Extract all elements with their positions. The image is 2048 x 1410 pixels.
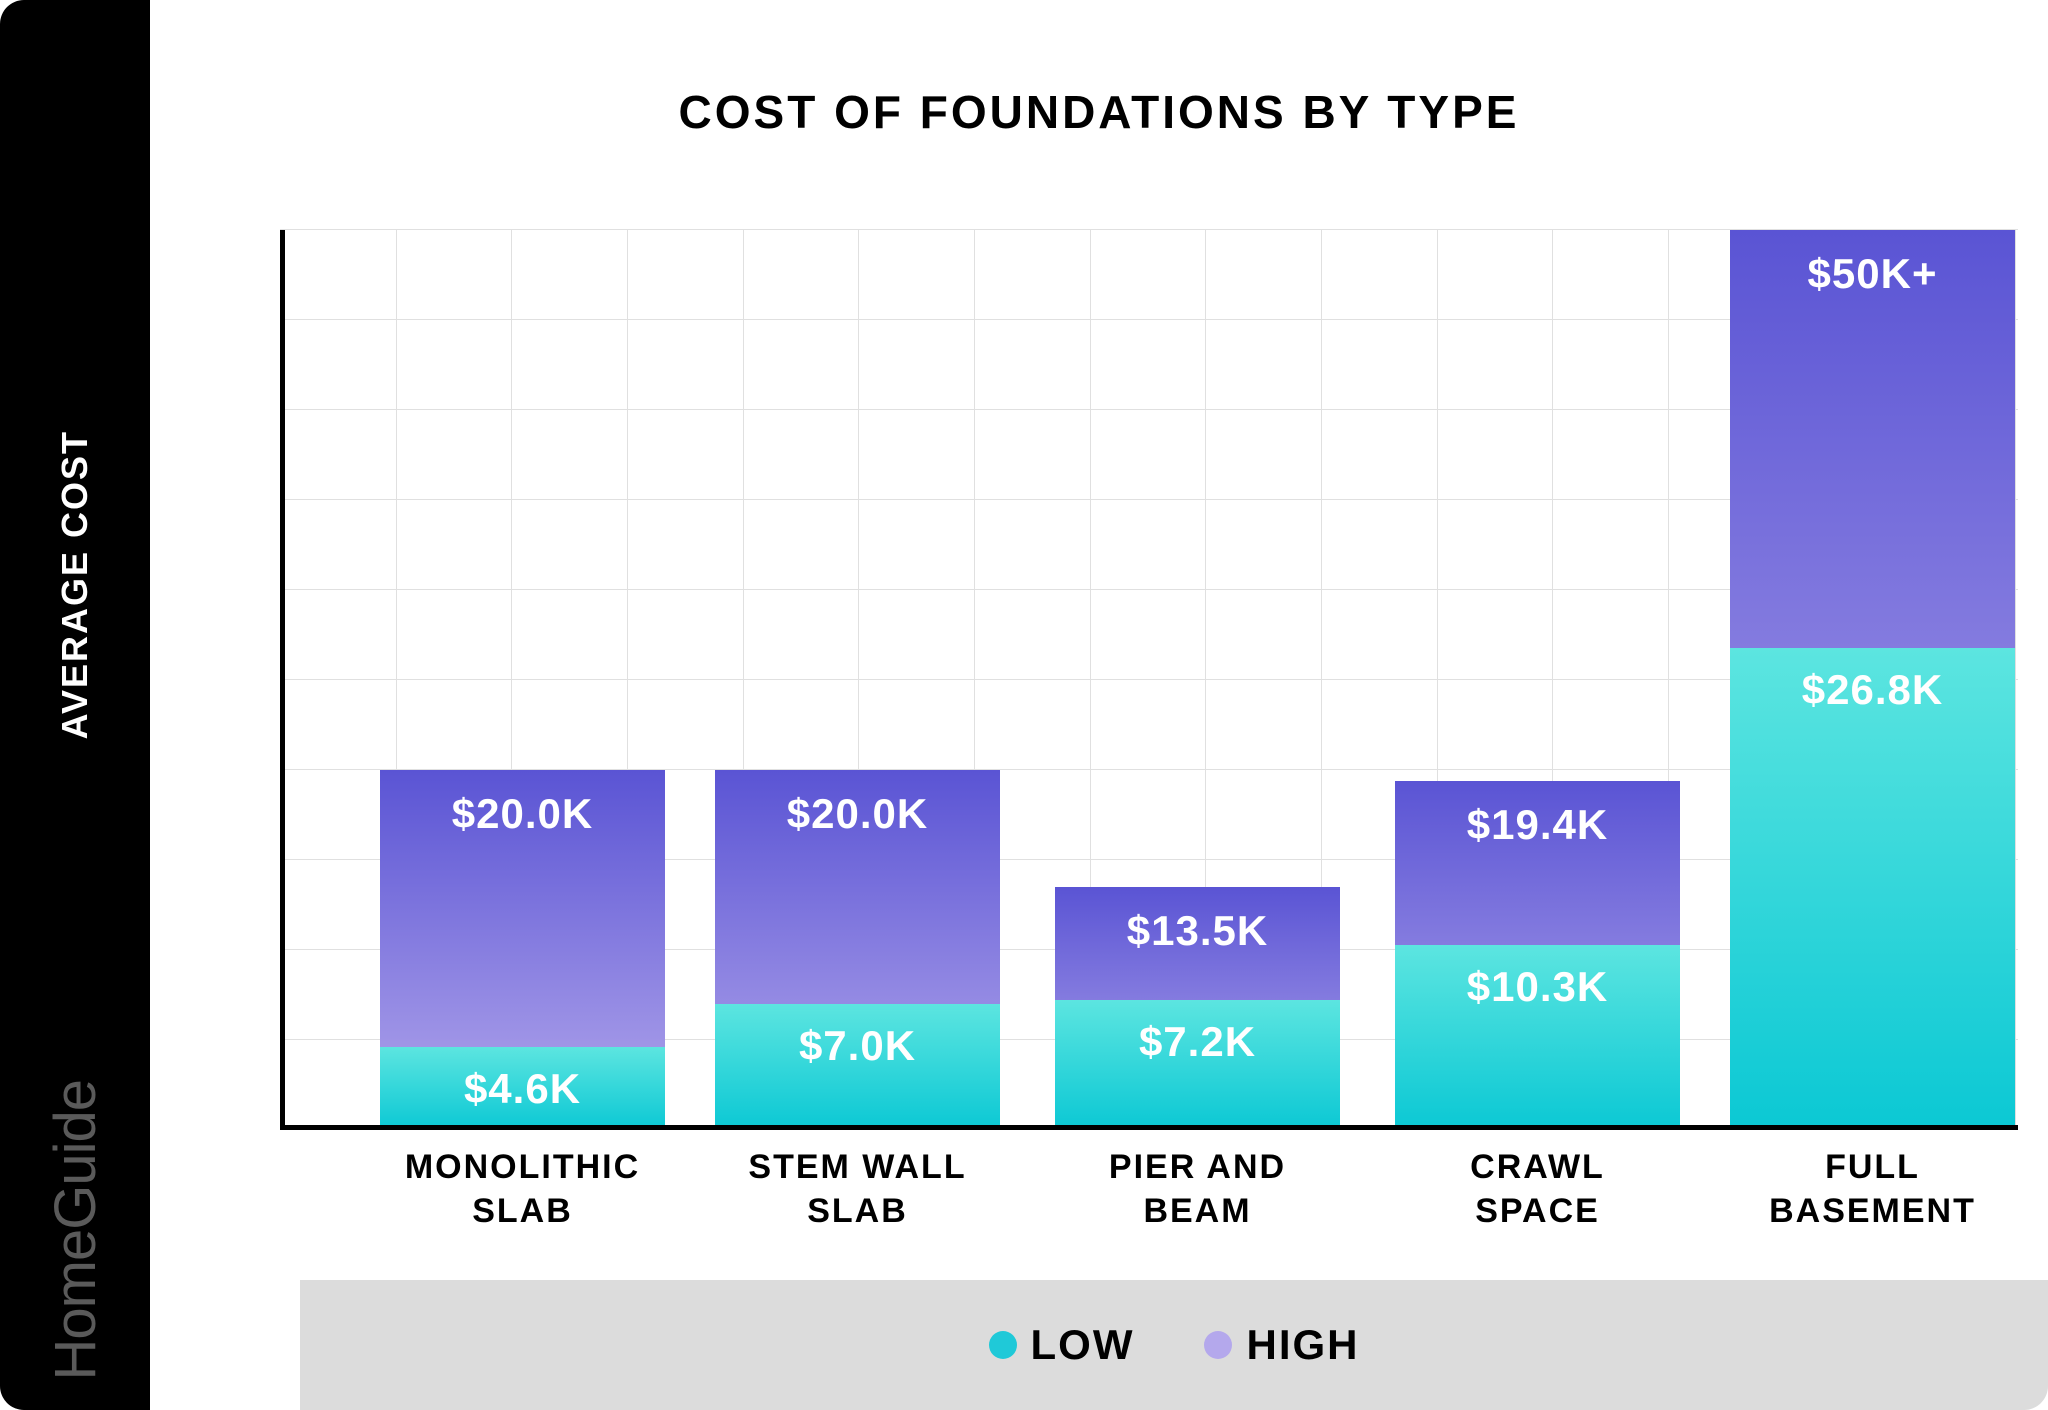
legend-item-high: HIGH	[1204, 1321, 1359, 1369]
category-label: CRAWLSPACE	[1375, 1145, 1700, 1233]
bar-high-label: $20.0K	[715, 790, 1000, 838]
legend-dot-low	[989, 1331, 1017, 1359]
legend-item-low: LOW	[989, 1321, 1135, 1369]
gridline-v	[2015, 230, 2016, 1130]
legend: LOW HIGH	[300, 1280, 2048, 1410]
bar-low-label: $26.8K	[1730, 666, 2015, 714]
legend-dot-high	[1204, 1331, 1232, 1359]
bar-high-label: $19.4K	[1395, 801, 1680, 849]
brand-logo: HomeGuide	[42, 1080, 109, 1380]
chart-title: COST OF FOUNDATIONS BY TYPE	[150, 0, 2048, 139]
bar-low-label: $7.0K	[715, 1022, 1000, 1070]
chart-frame: AVERAGE COST HomeGuide COST OF FOUNDATIO…	[0, 0, 2048, 1410]
category-label: STEM WALLSLAB	[695, 1145, 1020, 1233]
legend-label-low: LOW	[1031, 1321, 1135, 1369]
bar-low-label: $4.6K	[380, 1065, 665, 1113]
chart-plot: $20.0K $4.6K $20.0K $7.0K $13.5K $7.2K $19.4K $…	[280, 230, 2018, 1130]
bar-high-label: $50K+	[1730, 250, 2015, 298]
category-label: MONOLITHICSLAB	[360, 1145, 685, 1233]
legend-label-high: HIGH	[1246, 1321, 1359, 1369]
bar-low: $26.8K	[1730, 648, 2015, 1130]
plot-area: $20.0K $4.6K $20.0K $7.0K $13.5K $7.2K $19.4K $…	[280, 230, 2018, 1130]
bar-low-label: $7.2K	[1055, 1018, 1340, 1066]
bar-low: $7.0K	[715, 1004, 1000, 1130]
main-area: COST OF FOUNDATIONS BY TYPE $20.0K$4.6K$…	[150, 0, 2048, 1410]
x-axis-line	[280, 1125, 2018, 1130]
bar-low: $10.3K	[1395, 945, 1680, 1130]
yaxis-title: AVERAGE COST	[54, 430, 96, 739]
bar-low-label: $10.3K	[1395, 963, 1680, 1011]
bar-high-label: $13.5K	[1055, 907, 1340, 955]
category-label: PIER ANDBEAM	[1035, 1145, 1360, 1233]
y-axis-line	[280, 230, 285, 1130]
category-label: FULLBASEMENT	[1710, 1145, 2035, 1233]
sidebar: AVERAGE COST HomeGuide	[0, 0, 150, 1410]
bar-low: $7.2K	[1055, 1000, 1340, 1130]
bar-high-label: $20.0K	[380, 790, 665, 838]
bar-low: $4.6K	[380, 1047, 665, 1130]
